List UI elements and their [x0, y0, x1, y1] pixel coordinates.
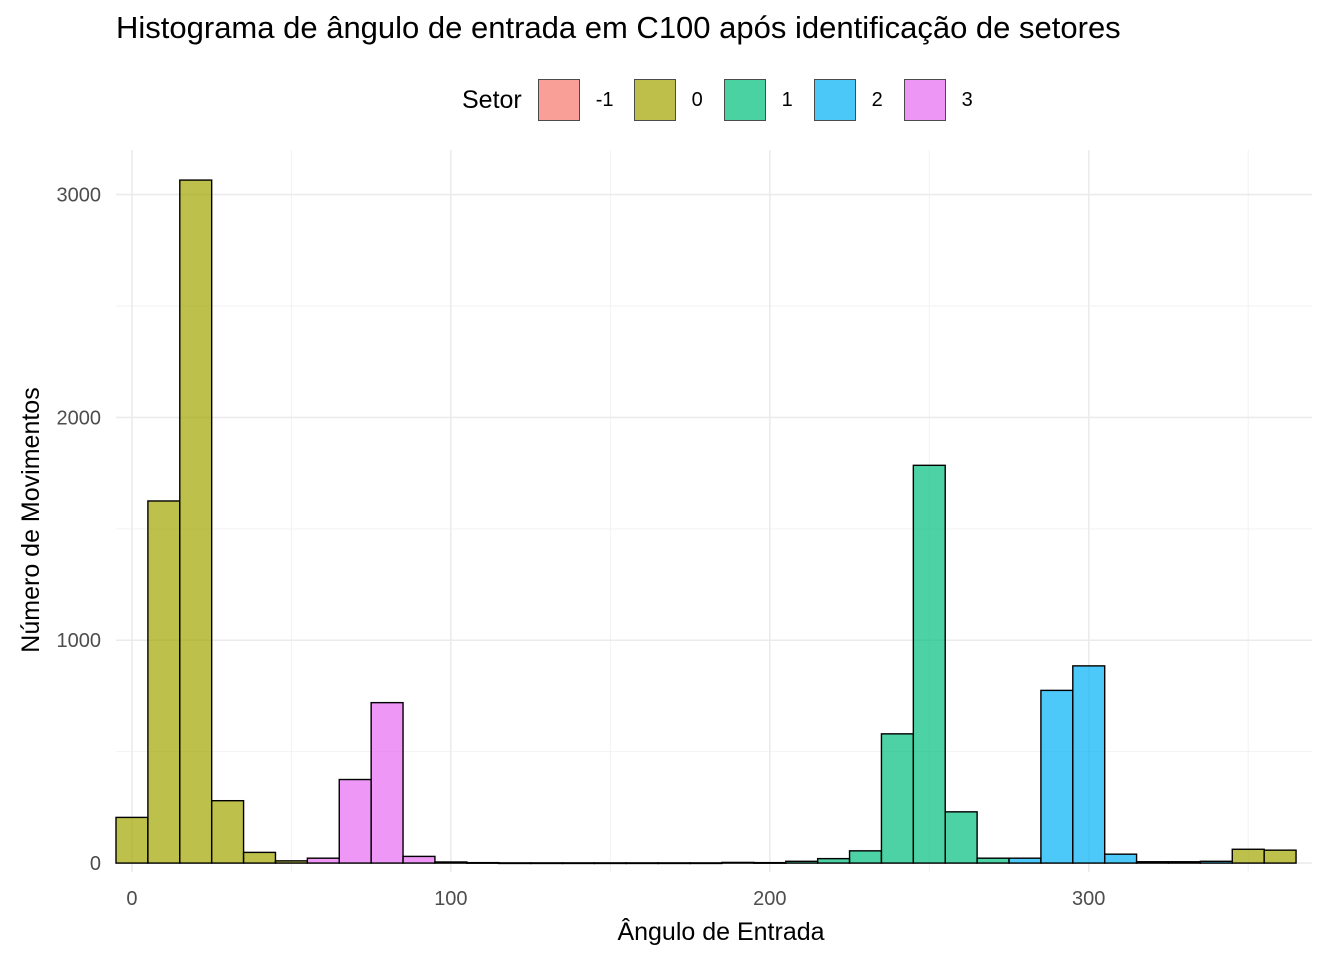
histogram-bar	[785, 860, 819, 864]
histogram-bar	[561, 862, 596, 865]
histogram-bar	[1263, 849, 1297, 864]
legend-label-2: 2	[871, 88, 883, 111]
y-axis-title: Número de Movimentos	[17, 387, 45, 652]
histogram-bar	[529, 862, 564, 865]
legend-label-minus1: -1	[595, 88, 614, 111]
histogram-bar	[976, 857, 1010, 864]
chart-title: Histograma de ângulo de entrada em C100 …	[116, 10, 1121, 45]
histogram-bar	[306, 857, 340, 864]
histogram-bar	[657, 862, 691, 865]
histogram-bar	[1008, 857, 1042, 864]
histogram-bar	[242, 851, 277, 864]
histogram-bar	[274, 860, 309, 864]
legend-label-1: 1	[781, 88, 793, 111]
legend-item-0: 0	[633, 79, 704, 121]
legend: Setor -1 0 1 2 3	[462, 78, 994, 122]
legend-label-3: 3	[961, 88, 973, 111]
histogram-bar	[210, 799, 245, 864]
legend-title: Setor	[462, 85, 522, 114]
histogram-bar	[1167, 861, 1202, 864]
histogram-bar	[147, 500, 181, 864]
histogram-bar	[498, 862, 532, 865]
x-axis-title: Ângulo de Entrada	[617, 917, 824, 946]
legend-key-0	[633, 79, 676, 121]
legend-item-3: 3	[903, 79, 974, 121]
minor-gridlines	[116, 150, 1312, 872]
legend-label-0: 0	[691, 88, 703, 111]
histogram-bar	[402, 855, 436, 864]
histogram-bar	[753, 861, 787, 864]
y-tick-label: 3000	[57, 185, 102, 207]
histogram-bar	[1135, 861, 1170, 864]
y-axis-tick-labels: 0 1000 2000 3000	[57, 185, 102, 876]
x-tick-label: 0	[126, 888, 137, 910]
histogram-bar	[466, 861, 500, 864]
histogram-bar	[338, 778, 372, 864]
histogram-bars	[115, 179, 1297, 865]
x-tick-label: 100	[434, 888, 467, 910]
x-tick-label: 300	[1072, 888, 1105, 910]
histogram-bar	[880, 733, 915, 864]
histogram-bar	[1072, 665, 1106, 864]
histogram-bar	[1199, 860, 1233, 864]
histogram-bar	[370, 701, 404, 864]
legend-key-3	[903, 79, 946, 121]
legend-key-2	[813, 79, 856, 121]
legend-item-1: 1	[723, 79, 794, 121]
legend-item-2: 2	[813, 79, 884, 121]
histogram-bar	[1040, 689, 1074, 864]
histogram-bar	[434, 861, 468, 864]
y-tick-label: 2000	[57, 407, 102, 429]
histogram-bar	[689, 862, 723, 865]
histogram-bar	[115, 816, 149, 864]
y-tick-label: 0	[90, 853, 101, 875]
x-axis-tick-labels: 0 100 200 300	[126, 888, 1105, 910]
histogram-bar	[625, 862, 659, 865]
y-tick-label: 1000	[57, 630, 102, 652]
histogram-bar	[848, 850, 883, 864]
legend-key-1	[723, 79, 766, 121]
histogram-bar	[179, 179, 213, 864]
legend-item-minus1: -1	[537, 79, 614, 121]
histogram-bar	[912, 464, 946, 864]
histogram-bar	[721, 861, 755, 864]
histogram-bar	[1103, 853, 1138, 864]
histogram-bar	[816, 857, 851, 864]
histogram-bar	[593, 862, 627, 865]
histogram-bar	[944, 811, 978, 864]
legend-key-minus1	[537, 79, 580, 121]
x-tick-label: 200	[753, 888, 786, 910]
histogram-bar	[1231, 848, 1265, 864]
major-gridlines	[116, 150, 1312, 872]
